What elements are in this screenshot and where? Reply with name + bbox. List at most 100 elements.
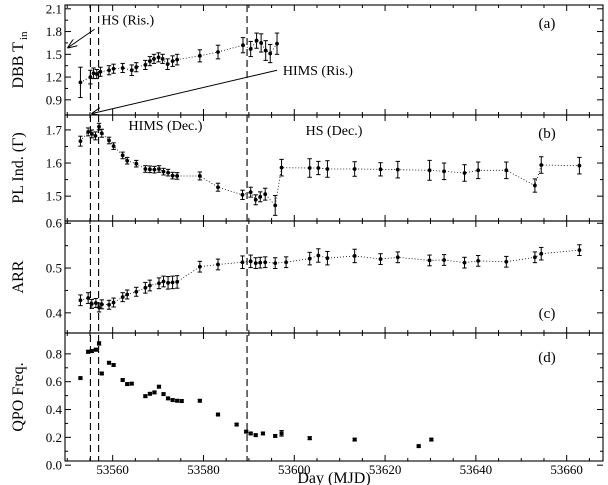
marker <box>166 396 171 401</box>
data-point-c-16 <box>170 275 175 290</box>
y-tick-label: 1.6 <box>46 156 63 171</box>
data-point-d-32 <box>429 437 434 442</box>
data-point-b-16 <box>165 168 171 177</box>
y-axis-title-d: QPO Freq. <box>10 362 27 431</box>
marker <box>99 371 104 376</box>
data-point-c-5 <box>99 299 104 310</box>
marker <box>143 167 148 171</box>
data-point-a-25 <box>268 43 273 64</box>
data-point-b-33 <box>395 160 400 179</box>
marker <box>263 260 268 265</box>
y-tick-label: 0.5 <box>46 261 62 276</box>
marker <box>253 261 258 266</box>
data-point-a-16 <box>170 55 175 67</box>
data-point-b-0 <box>78 135 83 147</box>
data-point-b-22 <box>248 186 253 198</box>
data-point-a-0 <box>78 66 83 99</box>
data-point-c-30 <box>352 248 357 264</box>
data-point-b-17 <box>170 171 175 180</box>
marker <box>170 280 175 285</box>
marker <box>279 431 284 436</box>
data-point-d-24 <box>248 431 253 436</box>
marker <box>442 169 446 174</box>
marker <box>129 68 134 73</box>
y-tick-label: 0.2 <box>46 430 62 445</box>
marker <box>143 285 148 290</box>
marker <box>476 258 481 263</box>
marker <box>166 170 170 175</box>
y-tick-label: 0.9 <box>46 92 62 107</box>
data-point-a-18 <box>197 49 203 63</box>
marker <box>539 163 544 167</box>
x-tick-label: 53620 <box>369 462 402 477</box>
marker <box>263 192 268 197</box>
data-point-c-37 <box>504 255 509 268</box>
data-point-b-1 <box>85 127 91 137</box>
data-point-a-6 <box>111 63 116 74</box>
y-tick-label: 1.7 <box>46 122 63 137</box>
y-tick-label: 1.2 <box>46 70 62 85</box>
data-point-d-16 <box>165 396 171 401</box>
data-point-c-7 <box>111 297 116 308</box>
marker <box>307 436 312 441</box>
data-point-b-24 <box>258 191 263 203</box>
data-point-c-18 <box>197 260 203 273</box>
marker <box>244 429 249 434</box>
panel-d: 0.8 0.6 0.4 0.2 0.0 QPO Freq. (d) <box>10 332 604 473</box>
marker <box>120 295 125 300</box>
panel-letter-a: (a) <box>539 16 556 32</box>
marker <box>532 255 537 260</box>
data-point-a-20 <box>240 37 246 54</box>
data-point-d-10 <box>129 381 134 386</box>
marker <box>248 259 253 264</box>
data-point-c-15 <box>165 276 171 290</box>
marker <box>161 279 166 284</box>
marker <box>160 56 165 61</box>
data-point-c-8 <box>120 292 125 303</box>
marker <box>78 376 83 381</box>
marker <box>120 66 125 70</box>
marker <box>111 363 116 367</box>
data-point-a-17 <box>174 53 180 66</box>
x-axis-title: Day (MJD) <box>297 470 370 485</box>
marker <box>325 256 330 261</box>
data-point-b-9 <box>124 156 130 165</box>
data-point-b-20 <box>215 182 221 192</box>
data-point-c-9 <box>124 289 130 300</box>
marker <box>89 349 94 354</box>
marker <box>152 56 156 61</box>
data-point-c-12 <box>147 279 153 292</box>
data-point-a-13 <box>156 52 161 63</box>
marker <box>157 167 161 171</box>
marker <box>241 43 245 48</box>
data-point-b-36 <box>462 164 467 182</box>
data-point-a-10 <box>143 59 148 70</box>
marker <box>175 57 180 62</box>
x-tick-label: 53640 <box>460 462 493 477</box>
marker <box>78 139 83 144</box>
data-point-a-14 <box>160 53 165 64</box>
data-point-a-7 <box>120 62 125 74</box>
data-point-b-11 <box>143 165 148 173</box>
data-point-c-28 <box>316 248 321 263</box>
marker <box>107 68 111 73</box>
y-tick-label: 0.6 <box>46 216 63 231</box>
phase-label: HS (Dec.) <box>306 124 363 139</box>
phase-label: HIMS (Dec.) <box>129 119 203 134</box>
marker <box>147 283 152 288</box>
data-point-a-24 <box>263 40 268 61</box>
data-point-c-22 <box>253 257 258 269</box>
data-point-a-3 <box>94 68 99 80</box>
data-point-c-17 <box>174 275 180 289</box>
data-point-d-28 <box>279 430 284 437</box>
data-point-a-9 <box>134 62 139 73</box>
data-point-d-8 <box>120 378 125 383</box>
marker <box>152 390 157 395</box>
data-point-b-12 <box>147 165 153 174</box>
data-point-c-6 <box>106 299 112 310</box>
data-point-a-19 <box>215 44 221 60</box>
marker <box>254 38 259 43</box>
marker <box>129 381 134 386</box>
data-point-b-31 <box>352 161 357 177</box>
